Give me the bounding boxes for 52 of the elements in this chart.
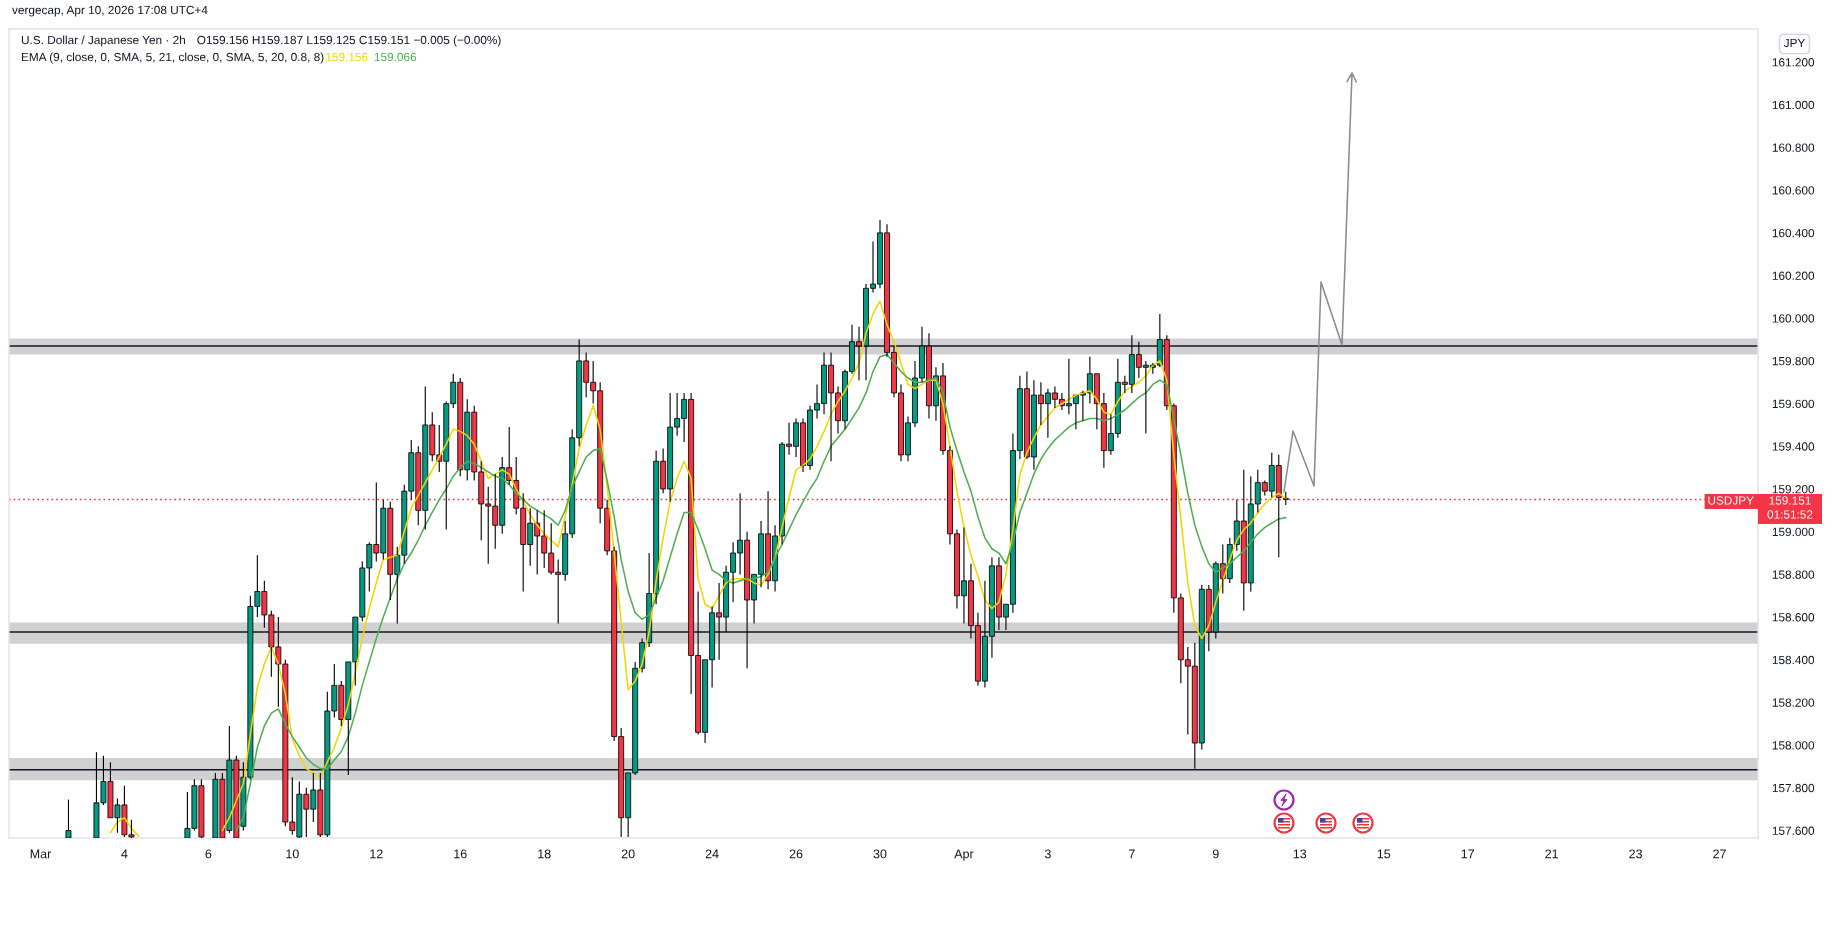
x-tick-label: 12 bbox=[370, 849, 383, 859]
y-tick-label: 160.800 bbox=[1772, 143, 1815, 152]
text: 159.156 bbox=[326, 52, 368, 62]
x-tick-label: 3 bbox=[1044, 849, 1051, 859]
y-tick-label: 161.000 bbox=[1772, 100, 1815, 110]
y-tick-label: 159.000 bbox=[1772, 527, 1815, 537]
x-tick-label: 23 bbox=[1629, 849, 1642, 859]
y-tick-label: 158.000 bbox=[1772, 741, 1815, 750]
legend-title: EMA (9, close, 0, SMA, 5, 21, close, 0, SMA, 5, 20, 0.8, 8) bbox=[21, 52, 324, 64]
text: U.S. Dollar / Japanese Yen · 2h bbox=[21, 35, 185, 47]
x-tick-label: 7 bbox=[1129, 849, 1135, 859]
y-tick-label: 161.200 bbox=[1772, 58, 1815, 67]
y-tick-label: 159.800 bbox=[1772, 356, 1815, 366]
x-tick-label: 10 bbox=[286, 849, 299, 859]
x-tick-label: 16 bbox=[454, 849, 467, 859]
x-tick-label: Mar bbox=[30, 849, 52, 859]
annotation: USDJPY bbox=[1708, 496, 1754, 505]
x-tick-label: Apr bbox=[954, 849, 974, 861]
y-tick-label: 160.000 bbox=[1772, 314, 1815, 323]
x-tick-label: 21 bbox=[1545, 849, 1558, 859]
y-tick-label: 157.600 bbox=[1772, 826, 1815, 835]
y-tick-label: 158.800 bbox=[1772, 570, 1815, 579]
y-tick-label: 158.200 bbox=[1772, 698, 1815, 707]
x-tick-label: 27 bbox=[1713, 849, 1726, 859]
y-tick-label: 160.400 bbox=[1772, 228, 1815, 238]
y-tick-label: 160.600 bbox=[1772, 186, 1815, 195]
y-tick-label: 158.400 bbox=[1772, 655, 1815, 665]
y-tick-label: 159.200 bbox=[1772, 485, 1815, 494]
y-tick-label: 158.600 bbox=[1772, 613, 1815, 622]
x-tick-label: 24 bbox=[705, 849, 719, 859]
text: 01:51:52 bbox=[1767, 510, 1813, 519]
x-tick-label: 17 bbox=[1461, 849, 1474, 859]
y-tick-label: 159.400 bbox=[1772, 442, 1815, 451]
x-tick-label: 15 bbox=[1377, 849, 1391, 859]
x-tick-label: 4 bbox=[121, 849, 128, 859]
text: vergecap, Apr 10, 2026 17:08 UTC+4 bbox=[12, 5, 208, 17]
candlestick bbox=[65, 799, 72, 838]
x-tick-label: 9 bbox=[1212, 849, 1219, 859]
line-series bbox=[235, 353, 1287, 832]
x-tick-label: 18 bbox=[538, 849, 551, 859]
x-tick-label: 26 bbox=[789, 849, 803, 859]
y-tick-label: 160.200 bbox=[1772, 271, 1815, 280]
y-tick-label: 157.800 bbox=[1772, 783, 1815, 793]
text: 159.151 bbox=[1769, 496, 1811, 505]
text: 159.066 bbox=[374, 52, 417, 62]
y-tick-label: 159.600 bbox=[1772, 399, 1815, 409]
text: O159.156 H159.187 L159.125 C159.151 −0.005 (−0.00%) bbox=[197, 35, 501, 47]
x-tick-label: 20 bbox=[621, 849, 635, 859]
x-tick-label: 13 bbox=[1293, 849, 1307, 859]
y-axis-title: JPY bbox=[1783, 38, 1806, 48]
x-tick-label: 30 bbox=[873, 849, 887, 859]
x-tick-label: 6 bbox=[205, 849, 212, 859]
